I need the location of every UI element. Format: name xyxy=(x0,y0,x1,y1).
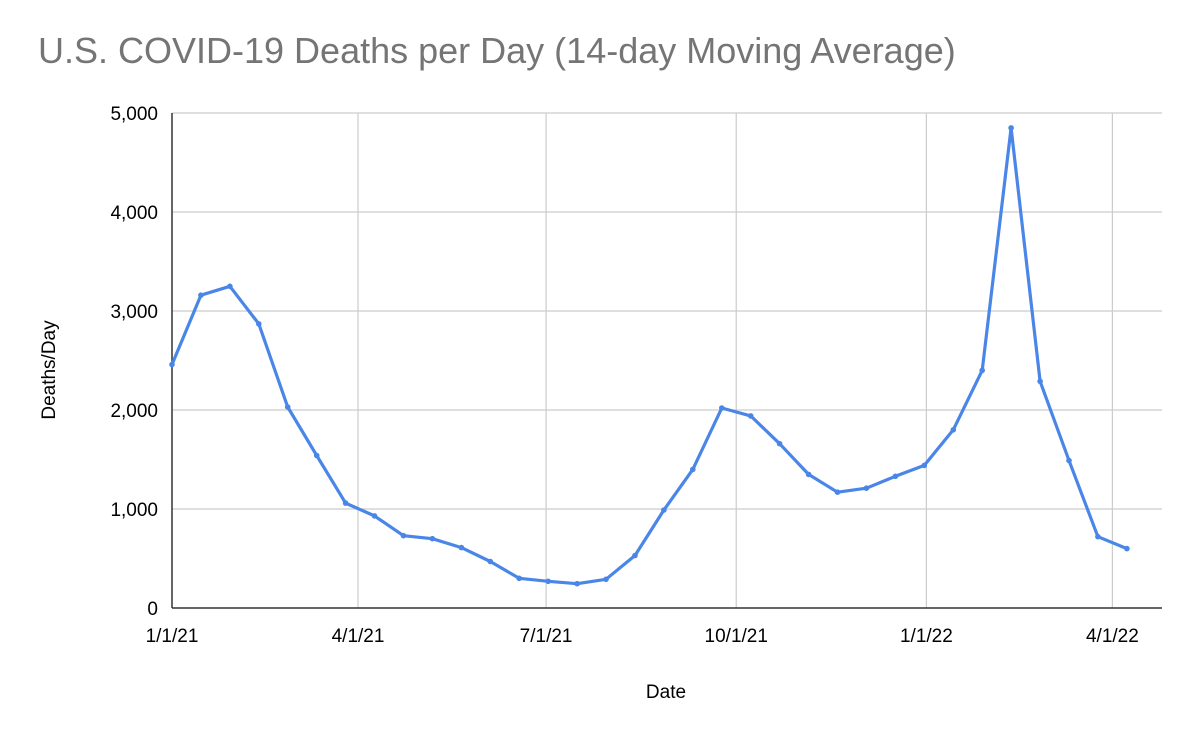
data-point xyxy=(863,485,870,492)
data-point xyxy=(198,292,204,299)
data-point xyxy=(950,427,957,433)
data-point xyxy=(429,535,436,542)
data-point xyxy=(690,466,696,473)
data-point xyxy=(892,473,899,480)
data-point xyxy=(661,507,667,513)
x-axis-label: Date xyxy=(646,682,686,703)
data-point xyxy=(805,471,812,478)
data-point xyxy=(342,500,349,506)
y-tick-label: 1,000 xyxy=(110,500,158,521)
x-tick-label: 1/1/21 xyxy=(146,626,199,647)
x-tick-label: 1/1/22 xyxy=(900,626,953,647)
data-point xyxy=(1124,545,1130,552)
data-point xyxy=(545,578,551,585)
data-point xyxy=(458,544,465,551)
axes xyxy=(171,113,1162,609)
x-tick-label: 10/1/21 xyxy=(705,626,768,647)
chart-title: U.S. COVID-19 Deaths per Day (14-day Mov… xyxy=(38,30,956,71)
gridlines xyxy=(172,112,1162,608)
data-point xyxy=(979,367,985,374)
data-point xyxy=(574,580,580,587)
data-point xyxy=(371,513,378,519)
series-line xyxy=(170,126,1129,586)
x-tick-label: 4/1/21 xyxy=(332,626,385,647)
data-point xyxy=(516,575,522,582)
data-point xyxy=(1008,125,1014,131)
series-group xyxy=(169,125,1130,587)
y-tick-label: 5,000 xyxy=(110,104,158,125)
y-tick-labels: 0 1,000 2,000 3,000 4,000 5,000 xyxy=(110,104,158,620)
data-point xyxy=(603,576,609,583)
data-point xyxy=(921,462,928,469)
data-point xyxy=(284,404,291,410)
data-point xyxy=(719,405,725,411)
x-tick-labels: 1/1/21 4/1/21 7/1/21 10/1/21 1/1/22 4/1/22 xyxy=(146,626,1139,647)
x-tick-label: 4/1/22 xyxy=(1086,626,1139,647)
data-point xyxy=(834,489,841,496)
data-point xyxy=(400,532,407,539)
data-point xyxy=(1066,457,1072,464)
y-tick-label: 2,000 xyxy=(110,401,158,422)
data-point xyxy=(1095,533,1101,540)
data-point xyxy=(255,321,262,327)
y-axis-label: Deaths/Day xyxy=(39,320,60,420)
data-point xyxy=(487,558,494,565)
x-tick-label: 7/1/21 xyxy=(520,626,573,647)
data-point xyxy=(313,452,320,459)
data-point xyxy=(632,552,638,559)
y-tick-label: 4,000 xyxy=(110,203,158,224)
data-point xyxy=(1037,378,1043,385)
data-point xyxy=(227,283,233,290)
data-point xyxy=(169,361,175,368)
data-point xyxy=(747,413,754,419)
y-tick-label: 3,000 xyxy=(110,302,158,323)
y-tick-label: 0 xyxy=(147,599,158,620)
data-point xyxy=(776,440,783,447)
